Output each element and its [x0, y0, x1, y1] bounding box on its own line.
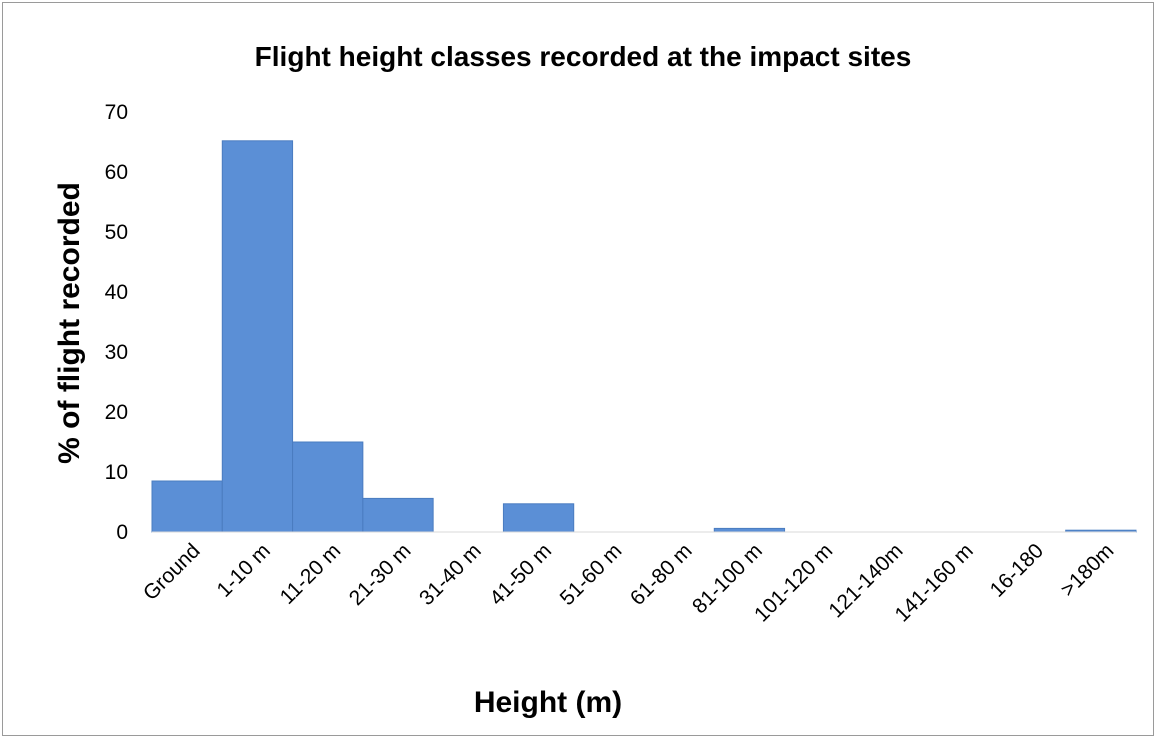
chart-title: Flight height classes recorded at the im…	[255, 41, 912, 72]
x-tick-label: 16-180	[986, 539, 1049, 602]
x-tick-label: Ground	[139, 539, 205, 605]
x-tick-label: >180m	[1056, 539, 1118, 601]
bar-series	[151, 140, 1137, 533]
y-tick-label: 30	[105, 341, 128, 364]
bar	[713, 527, 786, 533]
x-axis: Ground 1-10 m 11-20 m 21-30 m 31-40 m 41-50 m…	[139, 539, 1119, 626]
y-tick-label: 40	[105, 281, 128, 304]
x-tick-label: 51-60 m	[556, 539, 627, 610]
y-tick-label: 50	[105, 221, 128, 244]
x-tick-label: 21-30 m	[345, 539, 416, 610]
y-axis-title: % of flight recorded	[53, 182, 86, 464]
x-tick-label: 1-10 m	[212, 539, 274, 601]
bar	[151, 480, 223, 533]
x-axis-title: Height (m)	[474, 686, 622, 719]
x-tick-label: 31-40 m	[415, 539, 486, 610]
x-tick-label: 11-20 m	[276, 539, 346, 609]
x-tick-label: 41-50 m	[485, 539, 556, 610]
y-axis: 0 10 20 30 40 50 60 70	[105, 101, 128, 544]
y-tick-label: 60	[105, 161, 128, 184]
x-tick-label: 61-80 m	[626, 539, 697, 610]
bar	[221, 140, 294, 533]
y-tick-label: 10	[105, 461, 128, 484]
bar	[292, 441, 364, 533]
y-tick-label: 70	[105, 101, 128, 124]
bar	[362, 497, 434, 533]
y-tick-label: 0	[116, 521, 128, 544]
bar	[502, 503, 575, 533]
y-tick-label: 20	[105, 401, 128, 424]
